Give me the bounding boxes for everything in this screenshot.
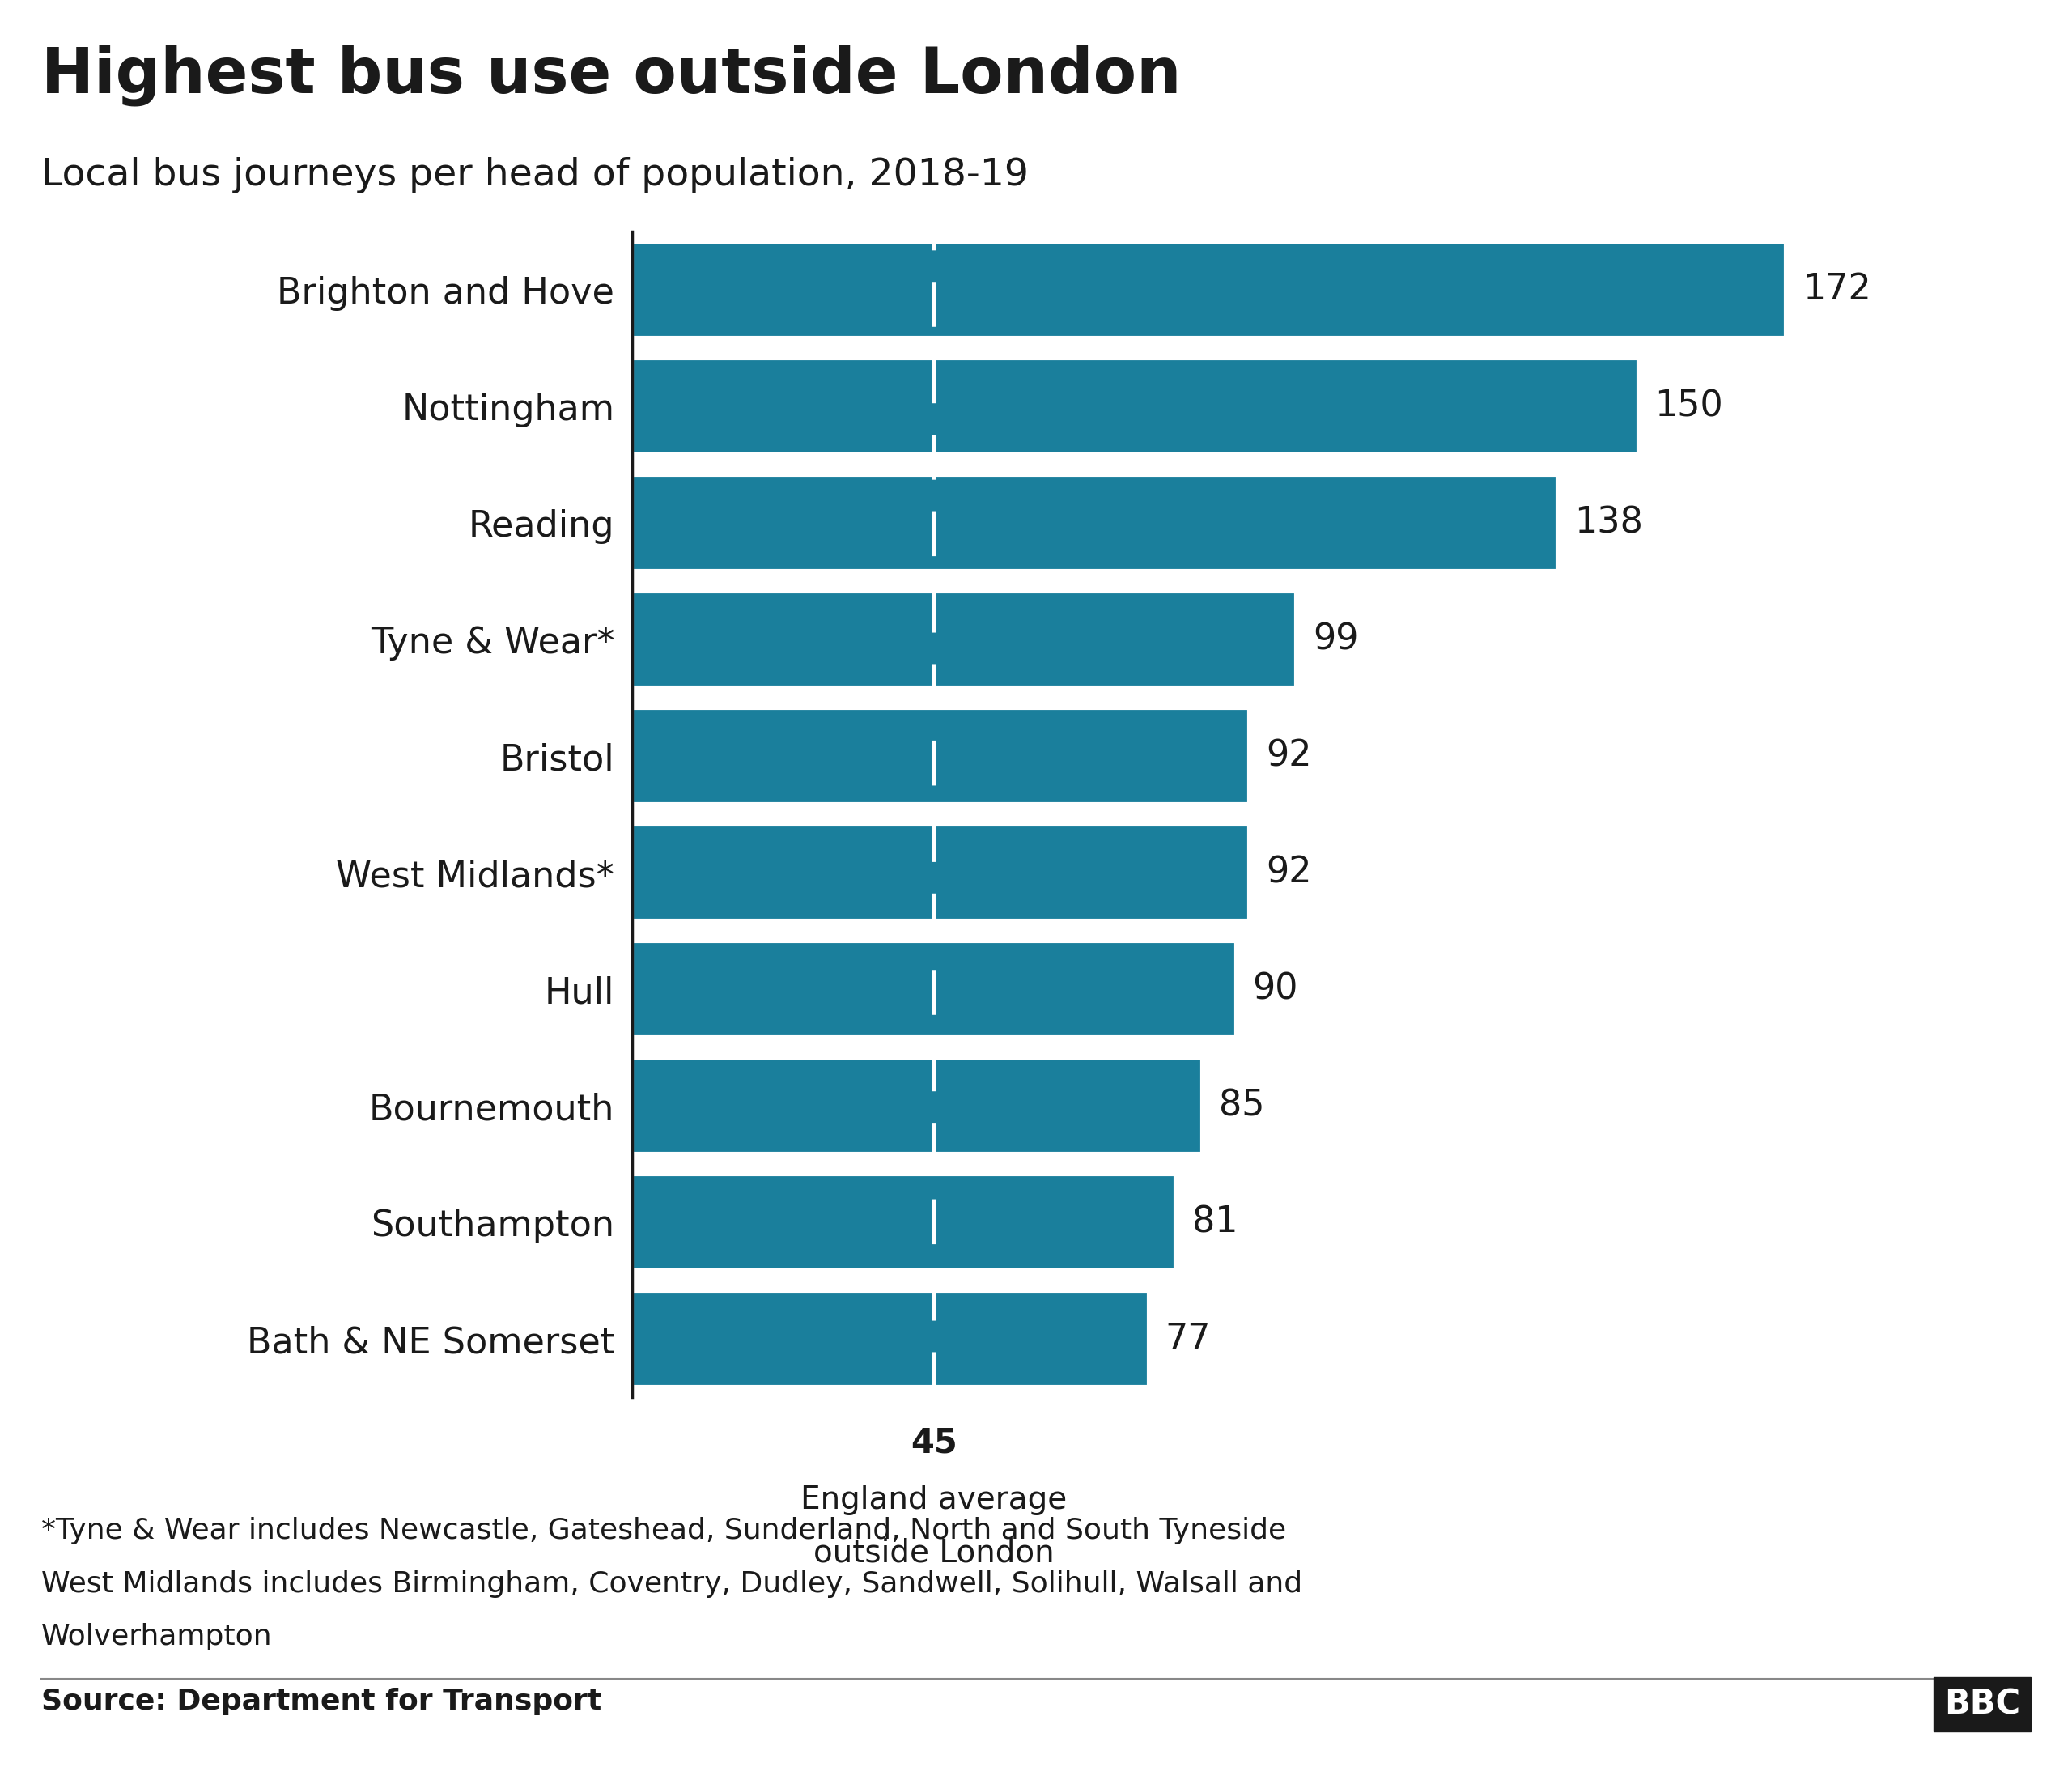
Text: Source: Department for Transport: Source: Department for Transport — [41, 1687, 601, 1714]
Text: 172: 172 — [1803, 272, 1871, 308]
Text: 92: 92 — [1266, 854, 1312, 890]
Bar — [632, 824, 1249, 920]
Bar — [632, 358, 1639, 454]
Text: outside London: outside London — [814, 1538, 1055, 1568]
Text: 92: 92 — [1266, 739, 1312, 774]
Bar — [632, 475, 1558, 571]
Text: 138: 138 — [1575, 506, 1643, 541]
Text: Highest bus use outside London: Highest bus use outside London — [41, 44, 1181, 107]
Text: 81: 81 — [1191, 1205, 1237, 1241]
Text: Wolverhampton: Wolverhampton — [41, 1623, 274, 1650]
Text: 90: 90 — [1251, 972, 1297, 1007]
Text: 45: 45 — [910, 1426, 957, 1460]
Bar — [632, 242, 1786, 338]
Text: Local bus journeys per head of population, 2018-19: Local bus journeys per head of populatio… — [41, 157, 1030, 192]
Text: 85: 85 — [1218, 1088, 1264, 1123]
Text: 77: 77 — [1164, 1321, 1210, 1356]
Text: England average: England average — [800, 1485, 1067, 1515]
Bar — [632, 708, 1249, 805]
Bar — [632, 1290, 1148, 1387]
Bar — [632, 1175, 1175, 1271]
Text: 150: 150 — [1656, 388, 1724, 424]
Text: 99: 99 — [1314, 621, 1359, 657]
Bar — [632, 1057, 1202, 1153]
Text: BBC: BBC — [1944, 1687, 2020, 1721]
Text: *Tyne & Wear includes Newcastle, Gateshead, Sunderland, North and South Tyneside: *Tyne & Wear includes Newcastle, Gateshe… — [41, 1517, 1287, 1543]
Bar — [632, 591, 1295, 687]
Bar — [632, 942, 1235, 1038]
Text: West Midlands includes Birmingham, Coventry, Dudley, Sandwell, Solihull, Walsall: West Midlands includes Birmingham, Coven… — [41, 1570, 1303, 1597]
